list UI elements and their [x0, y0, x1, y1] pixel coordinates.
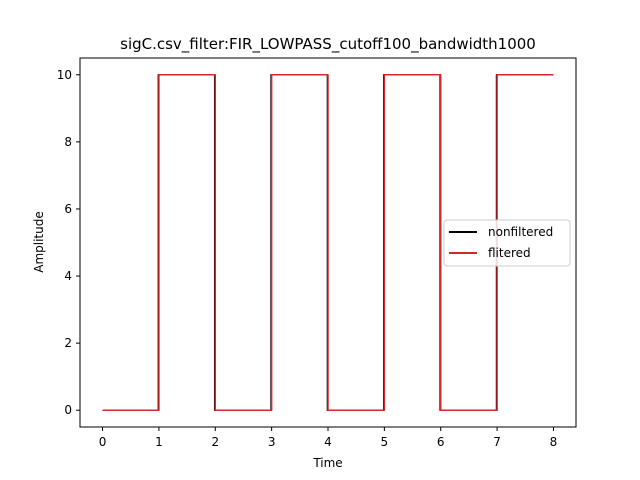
chart-title: sigC.csv_filter:FIR_LOWPASS_cutoff100_ba…	[120, 35, 536, 54]
y-tick-label: 6	[64, 202, 72, 216]
x-tick-label: 1	[155, 435, 163, 449]
x-axis: 0 1 2 3 4 5 6 7 8	[99, 427, 558, 449]
x-tick-label: 5	[381, 435, 389, 449]
x-tick-label: 6	[437, 435, 445, 449]
x-tick-label: 2	[211, 435, 219, 449]
y-tick-label: 4	[64, 269, 72, 283]
x-tick-label: 7	[493, 435, 501, 449]
x-tick-label: 0	[99, 435, 107, 449]
x-tick-label: 3	[268, 435, 276, 449]
y-axis: 0 2 4 6 8 10	[57, 68, 80, 417]
y-tick-label: 8	[64, 135, 72, 149]
series-line-flitered	[102, 74, 554, 411]
x-tick-label: 4	[324, 435, 332, 449]
legend-label-nonfiltered: nonfiltered	[488, 225, 553, 239]
y-axis-label: Amplitude	[32, 211, 46, 273]
legend-label-flitered: flitered	[488, 246, 531, 260]
series-layer	[102, 74, 554, 411]
y-tick-label: 0	[64, 403, 72, 417]
legend: nonfiltered flitered	[443, 219, 571, 267]
x-tick-label: 8	[550, 435, 558, 449]
x-axis-label: Time	[312, 456, 342, 470]
y-tick-label: 2	[64, 336, 72, 350]
y-tick-label: 10	[57, 68, 72, 82]
